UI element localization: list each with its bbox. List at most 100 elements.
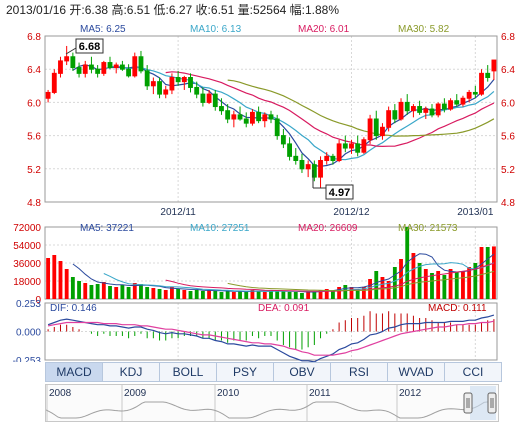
macd-dea-label: DEA: 0.091 [258, 303, 310, 314]
volume-bar [349, 287, 354, 299]
candle [454, 94, 460, 107]
candle [274, 114, 280, 140]
volume-bar [467, 267, 472, 299]
candle-body [311, 164, 317, 178]
candle-body [76, 67, 82, 74]
candle [491, 59, 497, 80]
tab-boll[interactable]: BOLL [159, 362, 216, 382]
candle-body [163, 89, 169, 95]
candle-body [126, 68, 132, 77]
candle-body [429, 108, 435, 116]
candle [398, 98, 404, 121]
volume-bar [392, 267, 397, 299]
tab-rsi[interactable]: RSI [330, 362, 387, 382]
panel-frame-2 [44, 302, 498, 361]
price-ytick-right: 5.6 [501, 132, 515, 143]
volume-bar [399, 259, 403, 299]
candle [268, 110, 274, 124]
candle-body [175, 77, 181, 83]
candle-body [361, 139, 367, 153]
candle-body [113, 64, 119, 69]
candle-body [200, 93, 206, 103]
candle-body [330, 155, 336, 162]
candle [95, 65, 101, 78]
volume-ma30-label: MA30: 21573 [398, 223, 458, 234]
candle [163, 85, 169, 99]
volume-bar [411, 253, 416, 299]
quote-date: 2013/01/16 [6, 3, 67, 17]
candle [262, 112, 268, 128]
candle [349, 139, 354, 154]
candle [330, 153, 336, 165]
high-label: 高: [111, 3, 127, 17]
candle-body [51, 72, 57, 93]
candle-body [82, 64, 88, 74]
tab-cci[interactable]: CCI [444, 362, 502, 382]
date-xtick: 2013/01 [457, 207, 494, 218]
volume-bar [188, 291, 193, 299]
volume-ytick: 18000 [13, 277, 41, 288]
volume-bar [120, 285, 125, 299]
candle-body [491, 59, 497, 72]
candle [243, 112, 249, 128]
candle [448, 98, 453, 111]
volume-bar [58, 261, 63, 299]
candle-body [392, 110, 398, 120]
volume-ma20-line [165, 262, 495, 292]
volume-bar [318, 290, 323, 299]
candle [113, 62, 119, 74]
macd-ytick: -0.253 [13, 356, 42, 362]
volume-bar [46, 258, 51, 299]
volume-ytick: 0 [35, 295, 41, 306]
candle [256, 106, 262, 124]
volume-label: 量: [237, 3, 253, 17]
tab-wvad[interactable]: WVAD [387, 362, 444, 382]
macd-series [47, 311, 495, 362]
candle-body [435, 103, 441, 116]
candle-body [386, 110, 392, 128]
macd-ytick: 0.000 [16, 328, 41, 339]
navigator-right-handle[interactable] [487, 392, 497, 414]
candle-body [219, 106, 224, 112]
candle-body [64, 56, 70, 62]
candle [324, 152, 330, 165]
candle [299, 153, 305, 173]
candle [410, 104, 416, 118]
volume-bar [89, 285, 94, 299]
candle-body [231, 114, 237, 120]
price-ytick-right: 5.2 [501, 165, 515, 176]
tab-macd[interactable]: MACD [45, 362, 102, 382]
candle [64, 45, 70, 66]
date-xtick: 2012/12 [333, 207, 370, 218]
time-range-navigator[interactable]: 2008 2009 2010 2011 2012 [45, 384, 499, 422]
candle [485, 65, 491, 82]
close-value: 6.51 [210, 3, 235, 17]
candle [423, 106, 429, 119]
candle-body [262, 114, 268, 122]
candle [107, 56, 113, 70]
navigator-left-handle[interactable] [463, 392, 473, 414]
candle [250, 109, 255, 126]
price-ytick-left: 6.4 [27, 65, 41, 76]
candle-body [58, 60, 63, 74]
tab-psy[interactable]: PSY [216, 362, 273, 382]
candle-body [355, 143, 361, 153]
tab-kdj[interactable]: KDJ [102, 362, 159, 382]
price-ytick-right: 6.4 [501, 65, 515, 76]
volume-bar [262, 292, 267, 299]
candle-body [194, 86, 200, 95]
volume-bar [231, 292, 236, 299]
candle-body [441, 103, 447, 110]
price-ma30-line [227, 79, 495, 137]
volume-bar [238, 291, 242, 299]
volume-bar [417, 263, 422, 299]
candle-body [448, 100, 453, 110]
low-value: 6.27 [168, 3, 193, 17]
volume-bar [430, 273, 434, 299]
volume-bar [250, 290, 255, 299]
tab-obv[interactable]: OBV [273, 362, 330, 382]
volume-bar [126, 287, 131, 299]
volume-bar [306, 292, 311, 299]
candle-body [119, 64, 125, 70]
volume-bar [70, 277, 75, 299]
